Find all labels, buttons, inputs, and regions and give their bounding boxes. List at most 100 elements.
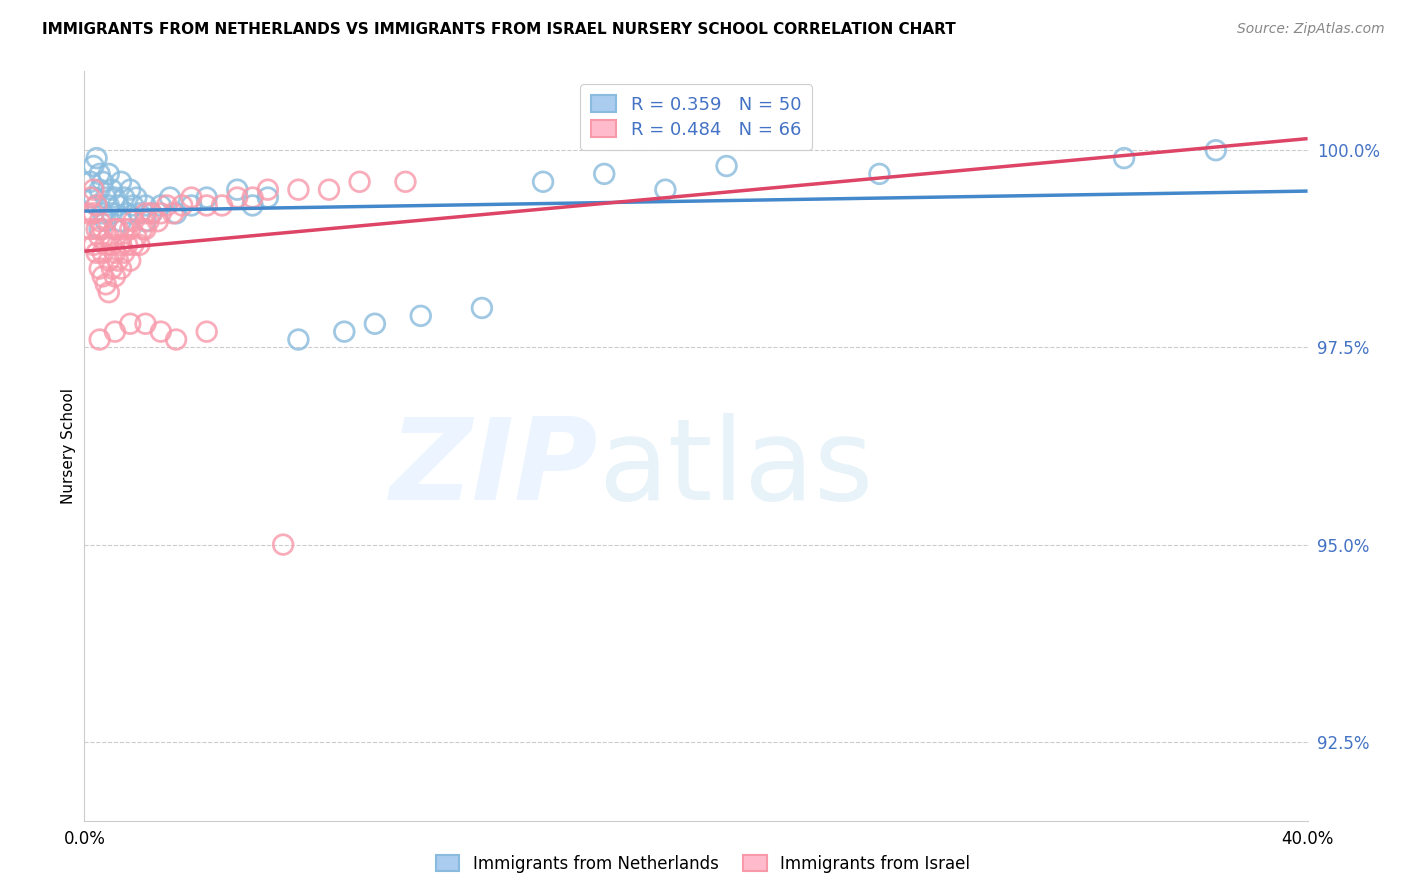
Point [91, 245, 114, 260]
Point [120, 183, 142, 197]
Point [131, 222, 153, 236]
Point [110, 261, 132, 276]
Point [242, 198, 264, 212]
Point [94, 214, 117, 228]
Text: IMMIGRANTS FROM NETHERLANDS VS IMMIGRANTS FROM ISRAEL NURSERY SCHOOL CORRELATION: IMMIGRANTS FROM NETHERLANDS VS IMMIGRANT… [42, 22, 956, 37]
Point [349, 175, 371, 189]
Point [138, 214, 160, 228]
Text: ZIP: ZIP [389, 413, 598, 524]
Point [104, 245, 127, 260]
Point [107, 253, 129, 268]
Point [86, 198, 108, 212]
Point [593, 167, 616, 181]
Point [110, 238, 132, 252]
Point [141, 206, 163, 220]
Point [104, 269, 127, 284]
Point [364, 317, 387, 331]
Point [89, 333, 111, 347]
Point [271, 538, 294, 552]
Point [195, 198, 218, 212]
Point [112, 245, 135, 260]
Point [89, 261, 111, 276]
Y-axis label: Nursery School: Nursery School [60, 388, 76, 504]
Point [89, 183, 111, 197]
Point [94, 190, 117, 204]
Point [97, 167, 120, 181]
Point [122, 238, 145, 252]
Point [76, 206, 98, 220]
Point [211, 198, 233, 212]
Point [86, 198, 108, 212]
Point [94, 238, 117, 252]
Point [101, 238, 124, 252]
Point [122, 198, 145, 212]
Point [89, 214, 111, 228]
Point [172, 198, 194, 212]
Point [128, 238, 150, 252]
Point [135, 317, 157, 331]
Point [149, 325, 172, 339]
Point [141, 206, 163, 220]
Point [89, 222, 111, 236]
Point [89, 230, 111, 244]
Point [112, 190, 135, 204]
Point [94, 277, 117, 292]
Point [107, 222, 129, 236]
Point [226, 190, 249, 204]
Point [1114, 151, 1136, 165]
Point [101, 183, 124, 197]
Point [97, 253, 120, 268]
Point [716, 159, 738, 173]
Point [149, 198, 172, 212]
Legend: Immigrants from Netherlands, Immigrants from Israel: Immigrants from Netherlands, Immigrants … [429, 848, 977, 880]
Point [83, 238, 105, 252]
Point [89, 167, 111, 181]
Point [101, 261, 124, 276]
Point [531, 175, 554, 189]
Point [97, 285, 120, 300]
Point [110, 214, 132, 228]
Point [122, 214, 145, 228]
Point [91, 269, 114, 284]
Point [83, 183, 105, 197]
Point [1205, 143, 1227, 157]
Point [79, 190, 101, 204]
Point [226, 183, 249, 197]
Point [195, 325, 218, 339]
Point [156, 198, 179, 212]
Point [333, 325, 356, 339]
Point [135, 198, 157, 212]
Point [101, 206, 124, 220]
Point [86, 245, 108, 260]
Point [91, 206, 114, 220]
Point [86, 151, 108, 165]
Point [86, 222, 108, 236]
Point [104, 325, 127, 339]
Point [83, 190, 105, 204]
Point [318, 183, 340, 197]
Point [180, 190, 202, 204]
Point [180, 198, 202, 212]
Point [83, 159, 105, 173]
Point [146, 214, 169, 228]
Point [159, 190, 181, 204]
Point [79, 175, 101, 189]
Point [91, 175, 114, 189]
Point [869, 167, 891, 181]
Point [394, 175, 416, 189]
Point [287, 333, 309, 347]
Point [257, 183, 280, 197]
Point [97, 230, 120, 244]
Point [120, 222, 142, 236]
Point [135, 222, 157, 236]
Text: Source: ZipAtlas.com: Source: ZipAtlas.com [1237, 22, 1385, 37]
Point [242, 190, 264, 204]
Point [104, 222, 127, 236]
Point [91, 222, 114, 236]
Legend: R = 0.359   N = 50, R = 0.484   N = 66: R = 0.359 N = 50, R = 0.484 N = 66 [581, 84, 811, 150]
Point [120, 317, 142, 331]
Point [135, 206, 157, 220]
Point [162, 206, 184, 220]
Point [654, 183, 676, 197]
Point [195, 190, 218, 204]
